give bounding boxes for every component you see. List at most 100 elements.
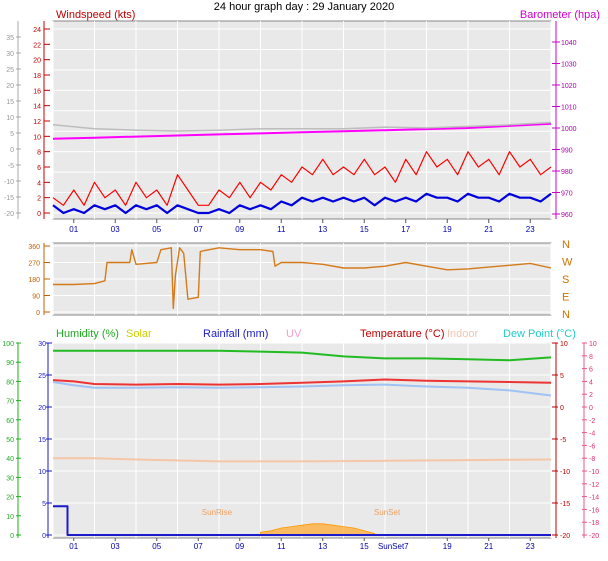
temp-tick-label: -10 xyxy=(560,469,570,476)
panel-1-hour-label: 03 xyxy=(111,225,120,234)
wind-outer-tick-label: 5 xyxy=(10,131,14,138)
panel-3-hour-label: 13 xyxy=(318,542,327,551)
dew-tick-label: -8 xyxy=(589,456,595,463)
dewpoint-series-line xyxy=(52,381,552,397)
chart-title: 24 hour graph day : 29 January 2020 xyxy=(213,1,395,13)
humidity-tick-label: 30 xyxy=(6,475,14,482)
baro-tick-label: 1030 xyxy=(561,62,577,69)
humidity-tick-label: 80 xyxy=(6,379,14,386)
wind-series-line xyxy=(52,192,552,215)
dew-tick-label: -16 xyxy=(589,507,599,514)
panel-1-hour-label: 07 xyxy=(194,225,203,234)
rain-tick-label: 15 xyxy=(38,437,46,444)
wind-outer-tick-label: -10 xyxy=(4,179,14,186)
indoor-series-line xyxy=(53,457,552,463)
wind-outer-tick-label: 15 xyxy=(6,99,14,106)
gust-series-line xyxy=(52,151,552,206)
panel-1-hour-label: 19 xyxy=(443,225,452,234)
dir-tick-label: 270 xyxy=(28,261,40,268)
panel-3-hour-label: 07 xyxy=(194,542,203,551)
humidity-series-line xyxy=(53,349,552,362)
panel-3-hour-label: 21 xyxy=(484,542,493,551)
panel-1-hour-label: 15 xyxy=(360,225,369,234)
rain-tick-label: 20 xyxy=(38,405,46,412)
wind-outer-tick-label: 0 xyxy=(10,147,14,154)
humidity-tick-label: 60 xyxy=(6,418,14,425)
temp-tick-label: 5 xyxy=(560,373,564,380)
wind-outer-tick-label: -15 xyxy=(4,195,14,202)
panel-3-hour-label: 23 xyxy=(526,542,535,551)
panel-1-hour-label: 09 xyxy=(235,225,244,234)
rain-tick-label: 5 xyxy=(42,501,46,508)
panel-3-hour-label: 09 xyxy=(235,542,244,551)
rain-tick-label: 0 xyxy=(42,533,46,540)
baro-axis-title: Barometer (hpa) xyxy=(520,9,600,21)
wind-outer-tick-label: 10 xyxy=(6,115,14,122)
dew-tick-label: 8 xyxy=(589,354,593,361)
dew-tick-label: -2 xyxy=(589,418,595,425)
dew-tick-label: -6 xyxy=(589,443,595,450)
wind-inner-tick-label: 24 xyxy=(33,27,41,34)
wind-inner-tick-label: 18 xyxy=(33,73,41,80)
wind-outer-tick-label: 20 xyxy=(6,83,14,90)
rain-tick-label: 30 xyxy=(38,341,46,348)
uv-axis-title: UV xyxy=(286,328,302,340)
dir-tick-label: 90 xyxy=(32,294,40,301)
baro-tick-label: 1020 xyxy=(561,83,577,90)
panel-1-hour-label: 11 xyxy=(277,225,286,234)
panel-1-hour-label: 23 xyxy=(526,225,535,234)
panel-3-hour-label: 15 xyxy=(360,542,369,551)
wind-inner-tick-label: 0 xyxy=(37,211,41,218)
baro-tick-label: 1010 xyxy=(561,105,577,112)
humidity-tick-label: 40 xyxy=(6,456,14,463)
rain-tick-label: 10 xyxy=(38,469,46,476)
panel-1-hour-label: 21 xyxy=(484,225,493,234)
rain-tick-label: 25 xyxy=(38,373,46,380)
wind-inner-tick-label: 8 xyxy=(37,150,41,157)
temp-tick-label: 0 xyxy=(560,405,564,412)
temp-tick-label: -15 xyxy=(560,501,570,508)
compass-label: N xyxy=(562,239,570,251)
dew-tick-label: -18 xyxy=(589,520,599,527)
dew-tick-label: -14 xyxy=(589,495,599,502)
dew-tick-label: 10 xyxy=(589,341,597,348)
baro-tick-label: 990 xyxy=(561,148,573,155)
panel-3-hour-label: 19 xyxy=(443,542,452,551)
humidity-tick-label: 100 xyxy=(2,341,14,348)
baro-tick-label: 960 xyxy=(561,212,573,219)
wind-axis-title: Windspeed (kts) xyxy=(56,9,135,21)
sunset-annotation: SunSet xyxy=(374,508,401,517)
panel-1-hour-label: 01 xyxy=(69,225,78,234)
panel-3-hour-label: 01 xyxy=(69,542,78,551)
humidity-tick-label: 20 xyxy=(6,495,14,502)
direction-series-line xyxy=(53,247,552,309)
dew-tick-label: -20 xyxy=(589,533,599,540)
dir-tick-label: 180 xyxy=(28,277,40,284)
temp-tick-label: 10 xyxy=(560,341,568,348)
wind-inner-tick-label: 2 xyxy=(37,196,41,203)
wind-inner-tick-label: 14 xyxy=(33,104,41,111)
baro-tick-label: 980 xyxy=(561,169,573,176)
temperature-series-line xyxy=(52,378,552,386)
wind-inner-tick-label: 4 xyxy=(37,180,41,187)
wind-outer-tick-label: 25 xyxy=(6,67,14,74)
dew-tick-label: 6 xyxy=(589,367,593,374)
solar-axis-title: Solar xyxy=(126,328,152,340)
panel-1-hour-label: 13 xyxy=(318,225,327,234)
baro-tick-label: 970 xyxy=(561,191,573,198)
humidity-tick-label: 10 xyxy=(6,514,14,521)
temperature-axis-title: Temperature (°C) xyxy=(360,328,444,340)
dew-tick-label: 0 xyxy=(589,405,593,412)
rainfall-series-line xyxy=(53,505,551,536)
temp-tick-label: -5 xyxy=(560,437,566,444)
wind-inner-tick-label: 22 xyxy=(33,42,41,49)
baro-tick-label: 1000 xyxy=(561,126,577,133)
temp-tick-label: -20 xyxy=(560,533,570,540)
panel-3-hour-label: 03 xyxy=(111,542,120,551)
wind-outer-tick-label: 35 xyxy=(6,35,14,42)
grey-series-line xyxy=(52,121,552,132)
compass-label: E xyxy=(562,292,569,304)
dir-tick-label: 0 xyxy=(36,310,40,317)
wind-inner-tick-label: 20 xyxy=(33,58,41,65)
